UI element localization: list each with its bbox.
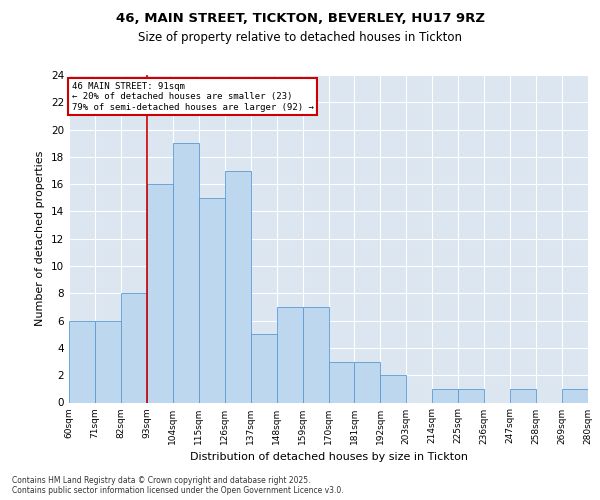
Text: Size of property relative to detached houses in Tickton: Size of property relative to detached ho… (138, 31, 462, 44)
Bar (147, 184, 173, 402)
Y-axis label: Number of detached properties: Number of detached properties (35, 151, 46, 326)
Bar (173, 143, 199, 403)
Bar (458, 389, 484, 402)
Text: 46 MAIN STREET: 91sqm
← 20% of detached houses are smaller (23)
79% of semi-deta: 46 MAIN STREET: 91sqm ← 20% of detached … (71, 82, 313, 112)
Bar (95, 320, 121, 402)
Bar (355, 362, 380, 403)
Bar (433, 389, 458, 402)
Bar (510, 389, 536, 402)
Bar (251, 334, 277, 402)
Bar (302, 307, 329, 402)
Bar (121, 294, 147, 403)
Bar (69, 320, 95, 402)
Bar (329, 362, 355, 403)
Bar (225, 170, 251, 402)
Bar (199, 198, 224, 402)
Text: 46, MAIN STREET, TICKTON, BEVERLEY, HU17 9RZ: 46, MAIN STREET, TICKTON, BEVERLEY, HU17… (115, 12, 485, 26)
Bar (562, 389, 588, 402)
Bar (380, 375, 406, 402)
Bar (277, 307, 302, 402)
X-axis label: Distribution of detached houses by size in Tickton: Distribution of detached houses by size … (190, 452, 467, 462)
Text: Contains HM Land Registry data © Crown copyright and database right 2025.
Contai: Contains HM Land Registry data © Crown c… (12, 476, 344, 495)
